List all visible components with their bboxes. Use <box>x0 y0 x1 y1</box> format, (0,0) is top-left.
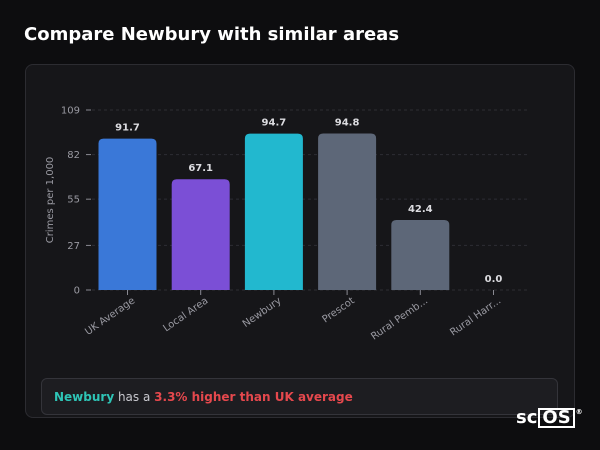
y-tick-label: 82 <box>67 150 80 161</box>
value-label: 91.7 <box>115 123 140 134</box>
logo-registered-mark: ® <box>575 408 583 416</box>
x-tick-label: Rural Harr... <box>448 295 503 338</box>
bars <box>98 133 450 290</box>
page-title: Compare Newbury with similar areas <box>24 24 400 45</box>
summary-text: has a <box>114 389 155 404</box>
value-label: 94.8 <box>335 117 360 128</box>
y-tick-label: 0 <box>74 286 80 297</box>
comparison-summary: Newbury has a 3.3% higher than UK averag… <box>41 378 558 415</box>
bar-2[interactable] <box>244 133 303 290</box>
y-tick-label: 55 <box>67 195 80 206</box>
bar-4[interactable] <box>391 219 450 290</box>
x-axis-ticks: UK Average Local Area Newbury Prescot Rural … <box>83 290 503 343</box>
value-label: 0.0 <box>485 274 503 285</box>
scos-logo: sc OS ® <box>516 408 583 428</box>
summary-area-name: Newbury <box>54 389 115 404</box>
y-axis-label: Crimes per 1,000 <box>45 157 56 244</box>
bar-3[interactable] <box>318 133 377 290</box>
y-axis-ticks: 0 27 55 82 109 <box>61 106 91 297</box>
summary-difference: 3.3% higher than UK average <box>154 389 353 404</box>
value-label: 94.7 <box>262 118 287 129</box>
x-tick-label: UK Average <box>83 295 137 337</box>
value-label: 42.4 <box>408 204 433 215</box>
logo-prefix: sc <box>516 407 538 428</box>
y-tick-label: 27 <box>67 241 80 252</box>
x-tick-label: Local Area <box>161 295 210 334</box>
x-tick-label: Rural Pemb... <box>369 295 430 342</box>
y-tick-label: 109 <box>61 106 80 117</box>
value-labels: 91.7 67.1 94.7 94.8 42.4 0.0 <box>115 117 502 285</box>
bar-1[interactable] <box>171 179 230 290</box>
logo-boxed: OS <box>538 408 575 428</box>
x-tick-label: Prescot <box>320 295 356 325</box>
grid-lines <box>92 109 530 291</box>
bar-0[interactable] <box>98 138 157 290</box>
value-label: 67.1 <box>188 163 213 174</box>
x-tick-label: Newbury <box>241 295 284 330</box>
